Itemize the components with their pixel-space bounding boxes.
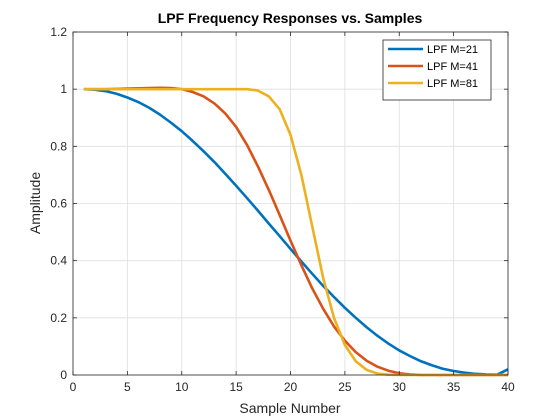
- x-tick-label: 5: [124, 380, 131, 394]
- legend: LPF M=21 LPF M=41 LPF M=81: [382, 39, 492, 101]
- legend-label-3: LPF M=81: [427, 78, 478, 90]
- x-tick-label: 40: [501, 380, 515, 394]
- ticks: 0 5 10 15 20 25 30 35 40 0 0.2 0.4 0.6 0.8 1 1.2: [50, 25, 515, 394]
- x-axis-label: Sample Number: [239, 400, 340, 416]
- y-axis-label: Amplitude: [27, 172, 43, 234]
- y-tick-label: 1.2: [50, 25, 67, 39]
- y-tick-label: 0.6: [50, 197, 67, 211]
- x-tick-label: 20: [284, 380, 298, 394]
- x-tick-label: 15: [229, 380, 243, 394]
- chart-title: LPF Frequency Responses vs. Samples: [158, 10, 423, 26]
- x-tick-label: 0: [70, 380, 77, 394]
- x-tick-label: 25: [338, 380, 352, 394]
- y-tick-label: 0.2: [50, 311, 67, 325]
- y-tick-label: 1: [60, 82, 67, 96]
- x-tick-label: 30: [393, 380, 407, 394]
- y-tick-label: 0.4: [50, 254, 67, 268]
- y-tick-label: 0.8: [50, 139, 67, 153]
- legend-label-2: LPF M=41: [427, 61, 478, 73]
- y-tick-label: 0: [60, 368, 67, 382]
- legend-label-1: LPF M=21: [427, 44, 478, 56]
- x-tick-label: 10: [175, 380, 189, 394]
- x-tick-label: 35: [447, 380, 461, 394]
